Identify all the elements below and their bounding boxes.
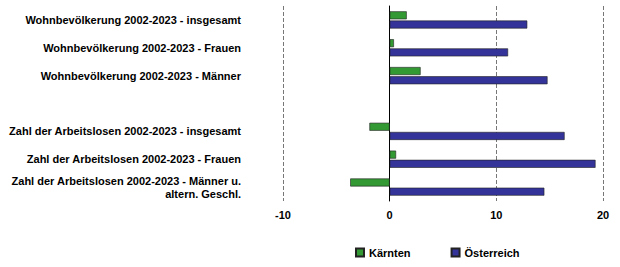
svg-text:Zahl der Arbeitslosen 2002-202: Zahl der Arbeitslosen 2002-2023 - insges… xyxy=(9,125,241,137)
svg-text:-10: -10 xyxy=(275,209,291,221)
svg-text:Zahl der Arbeitslosen 2002-202: Zahl der Arbeitslosen 2002-2023 - Männer… xyxy=(12,175,241,187)
svg-text:20: 20 xyxy=(597,209,609,221)
svg-text:Kärnten: Kärnten xyxy=(369,247,411,259)
svg-text:Österreich: Österreich xyxy=(465,247,520,259)
svg-text:0: 0 xyxy=(387,209,393,221)
svg-text:Zahl der Arbeitslosen 2002-202: Zahl der Arbeitslosen 2002-2023 - Frauen xyxy=(27,153,241,165)
svg-text:10: 10 xyxy=(490,209,502,221)
svg-text:Wohnbevölkerung 2002-2023 - Mä: Wohnbevölkerung 2002-2023 - Männer xyxy=(41,70,242,82)
svg-text:Wohnbevölkerung 2002-2023 - Fr: Wohnbevölkerung 2002-2023 - Frauen xyxy=(43,42,241,54)
svg-text:altern. Geschl.: altern. Geschl. xyxy=(165,188,241,200)
svg-text:Wohnbevölkerung 2002-2023 - in: Wohnbevölkerung 2002-2023 - insgesamt xyxy=(25,14,241,26)
